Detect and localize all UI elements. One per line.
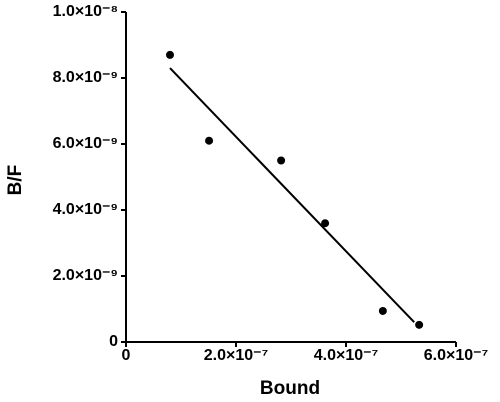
point xyxy=(378,306,387,315)
y-tick-label: 0 xyxy=(109,333,118,350)
x-axis-title: Bound xyxy=(260,378,320,399)
point xyxy=(415,320,424,329)
y-tick-label: 2.0×10⁻⁹ xyxy=(53,267,118,284)
x-tick-label: 0 xyxy=(122,347,131,364)
point xyxy=(321,219,330,228)
fit-line xyxy=(169,67,415,323)
point xyxy=(277,156,286,165)
x-tick-label: 6.0×10⁻⁷ xyxy=(424,347,488,364)
y-tick-label: 6.0×10⁻⁹ xyxy=(53,135,118,152)
point xyxy=(205,136,214,145)
x-tick-label: 2.0×10⁻⁷ xyxy=(204,347,268,364)
y-axis-title: B/F xyxy=(5,165,26,196)
y-tick-label: 8.0×10⁻⁹ xyxy=(53,69,118,86)
x-tick-label: 4.0×10⁻⁷ xyxy=(314,347,378,364)
y-tick-label: 4.0×10⁻⁹ xyxy=(53,201,118,218)
y-tick-label: 1.0×10⁻⁸ xyxy=(53,3,118,20)
point xyxy=(166,50,174,59)
